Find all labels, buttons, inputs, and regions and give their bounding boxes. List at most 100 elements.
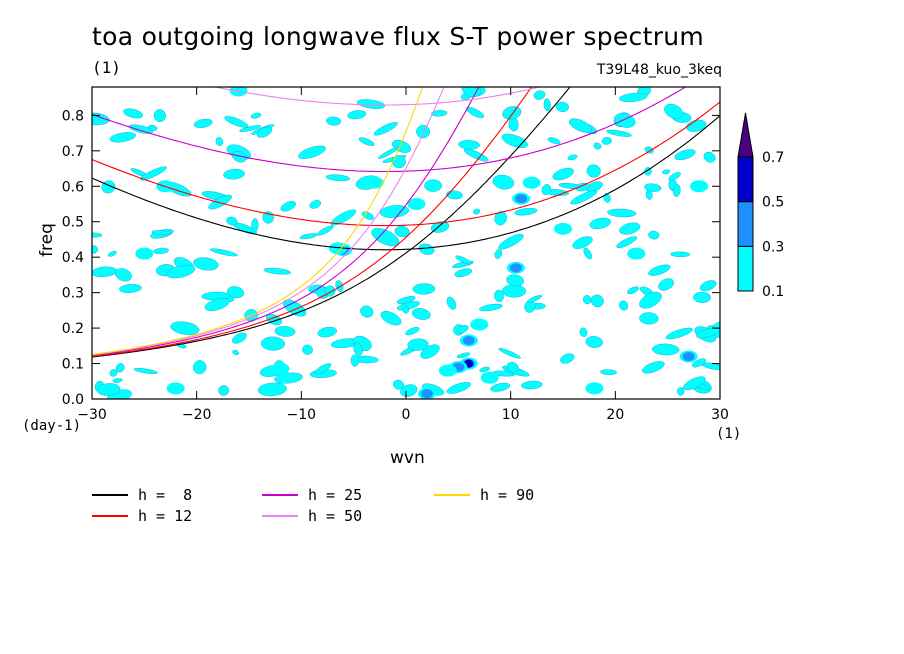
undefined (170, 321, 200, 335)
undefined (521, 380, 543, 390)
undefined (133, 368, 158, 374)
colorbar-label: 0.3 (762, 239, 784, 255)
undefined (556, 101, 569, 113)
undefined (560, 353, 575, 364)
undefined (572, 236, 593, 249)
undefined (347, 110, 367, 120)
undefined (466, 106, 485, 119)
undefined (416, 124, 431, 139)
contour-patch (554, 222, 572, 235)
undefined (231, 150, 247, 163)
y-tick-label: 0.7 (62, 144, 84, 160)
legend-label: h = 8 (138, 486, 193, 504)
undefined (274, 372, 303, 384)
y-tick-label: 0.0 (62, 392, 84, 408)
undefined (658, 278, 674, 291)
x-tick-label: −20 (182, 407, 212, 423)
undefined (606, 129, 632, 137)
undefined (391, 139, 412, 153)
undefined (492, 174, 515, 190)
undefined (353, 342, 363, 356)
undefined (92, 232, 103, 238)
undefined (282, 299, 307, 317)
undefined (232, 349, 239, 356)
contour-patch (135, 247, 154, 260)
undefined (691, 358, 707, 368)
undefined (280, 201, 296, 212)
undefined (223, 168, 245, 180)
undefined (412, 283, 436, 295)
undefined (543, 98, 551, 112)
undefined (314, 363, 332, 375)
legend-swatch (262, 515, 298, 517)
undefined (298, 145, 326, 159)
colorbar-extend-arrow (737, 112, 754, 158)
undefined (703, 151, 716, 163)
undefined (92, 266, 118, 278)
undefined (627, 286, 639, 295)
undefined (358, 137, 375, 146)
undefined (479, 303, 503, 312)
contour-patch (365, 176, 384, 189)
legend-item-h90: h = 90 (434, 486, 534, 504)
undefined (607, 208, 637, 218)
colorbar-segment (737, 245, 754, 292)
dispersion-curve-lower (92, 87, 571, 358)
undefined (101, 180, 116, 194)
undefined (208, 194, 232, 210)
undefined (115, 363, 125, 373)
y-tick-label: 0.6 (62, 179, 84, 195)
contour-patch-mid (420, 389, 433, 399)
undefined (652, 343, 680, 356)
undefined (350, 354, 359, 367)
undefined (257, 382, 287, 397)
undefined (585, 336, 603, 348)
undefined (454, 268, 473, 277)
undefined (603, 193, 611, 203)
run-id-label: T39L48_kuo_3keq (596, 62, 722, 78)
undefined (463, 148, 489, 162)
undefined (590, 294, 604, 308)
plot-area (92, 87, 720, 399)
x-tick-label: 20 (606, 407, 624, 423)
undefined (396, 296, 416, 304)
undefined (446, 296, 457, 310)
undefined (644, 146, 654, 154)
undefined (618, 300, 629, 311)
x-axis-label: wvn (390, 448, 425, 468)
undefined (693, 291, 711, 304)
colorbar-segment (737, 201, 754, 247)
undefined (668, 172, 681, 181)
legend-swatch (92, 515, 128, 517)
undefined (92, 245, 98, 254)
legend-item-h25: h = 25 (262, 486, 362, 504)
undefined (616, 236, 638, 249)
undefined (251, 218, 259, 233)
undefined (227, 286, 245, 299)
undefined (204, 297, 230, 312)
undefined (231, 332, 247, 344)
undefined (494, 249, 503, 259)
undefined (123, 108, 143, 119)
undefined (192, 360, 207, 375)
undefined (614, 113, 636, 128)
dispersion-curve-lower (92, 87, 424, 356)
contour-patch (690, 180, 709, 193)
undefined (335, 280, 344, 292)
undefined (418, 243, 435, 255)
undefined (360, 305, 374, 318)
undefined (316, 225, 334, 236)
undefined (446, 382, 471, 394)
legend-item-h8: h = 8 (92, 486, 192, 504)
legend-item-h12: h = 12 (92, 507, 192, 525)
undefined (498, 348, 521, 359)
y-axis-unit: (day-1) (22, 418, 82, 434)
undefined (361, 211, 374, 220)
undefined (107, 250, 117, 257)
undefined (215, 137, 224, 146)
undefined (648, 264, 671, 276)
undefined (224, 116, 249, 128)
undefined (648, 230, 660, 240)
undefined (498, 233, 524, 250)
undefined (664, 103, 683, 119)
